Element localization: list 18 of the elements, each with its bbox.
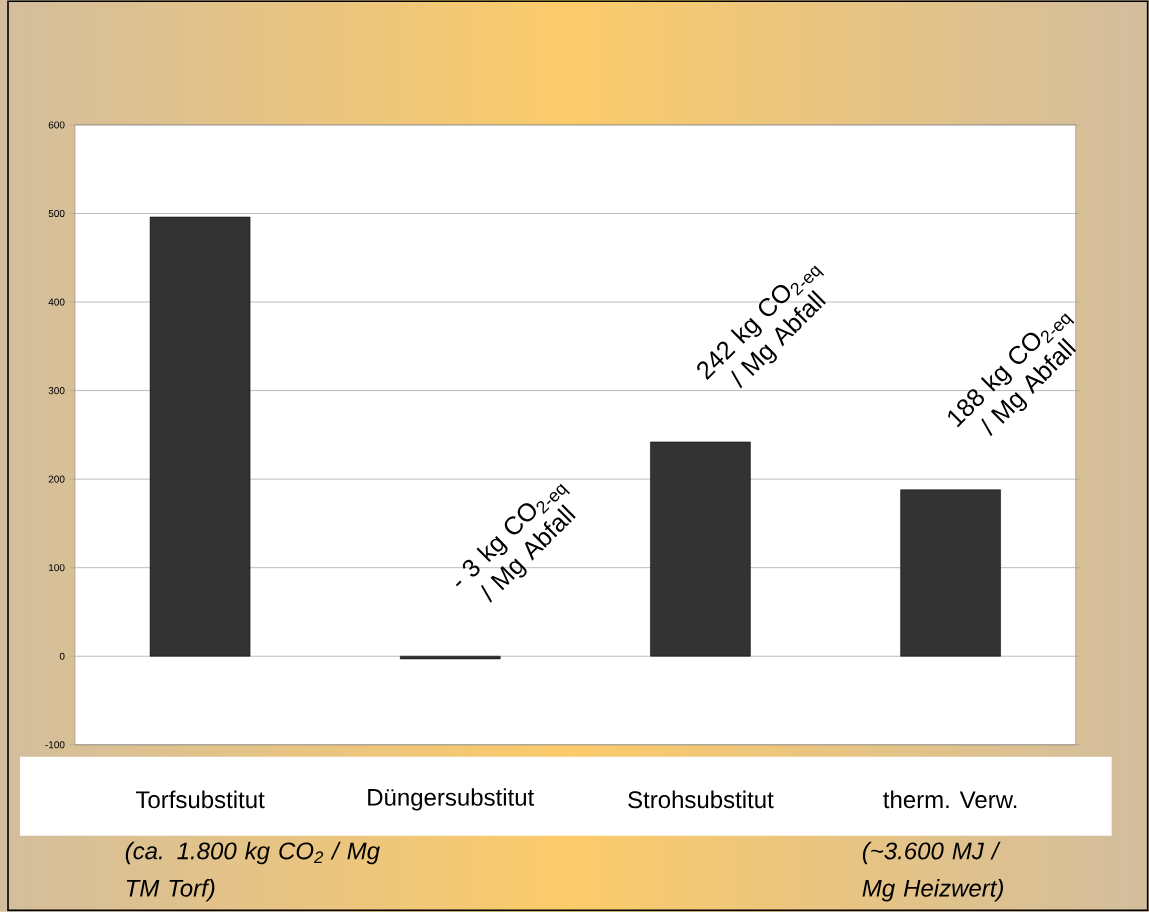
bar xyxy=(399,656,501,660)
y-tick-label: -100 xyxy=(45,741,65,749)
text: (~3.600 MJ / Mg Heizwert) xyxy=(862,841,1003,902)
y-tick-label: 500 xyxy=(48,210,65,218)
bar xyxy=(900,489,1001,657)
x-tick-label: Düngersubstitut xyxy=(368,788,535,811)
y-tick-label: 600 xyxy=(48,121,65,129)
bar xyxy=(650,441,751,657)
x-tick-label: Strohsubstitut xyxy=(628,790,774,809)
y-tick-label: 0 xyxy=(59,652,65,660)
y-tick-label: 400 xyxy=(48,298,65,306)
text: (ca. 1.800 kg CO$_{2}$ / Mg TM Torf) xyxy=(125,841,380,902)
y-tick-label: 100 xyxy=(49,564,65,572)
bar xyxy=(149,216,251,657)
y-tick-label: 200 xyxy=(48,475,65,483)
y-tick-label: 300 xyxy=(48,387,65,395)
x-tick-label: Torfsubstitut xyxy=(135,790,265,809)
x-tick-label: therm. Verw. xyxy=(883,790,1017,809)
